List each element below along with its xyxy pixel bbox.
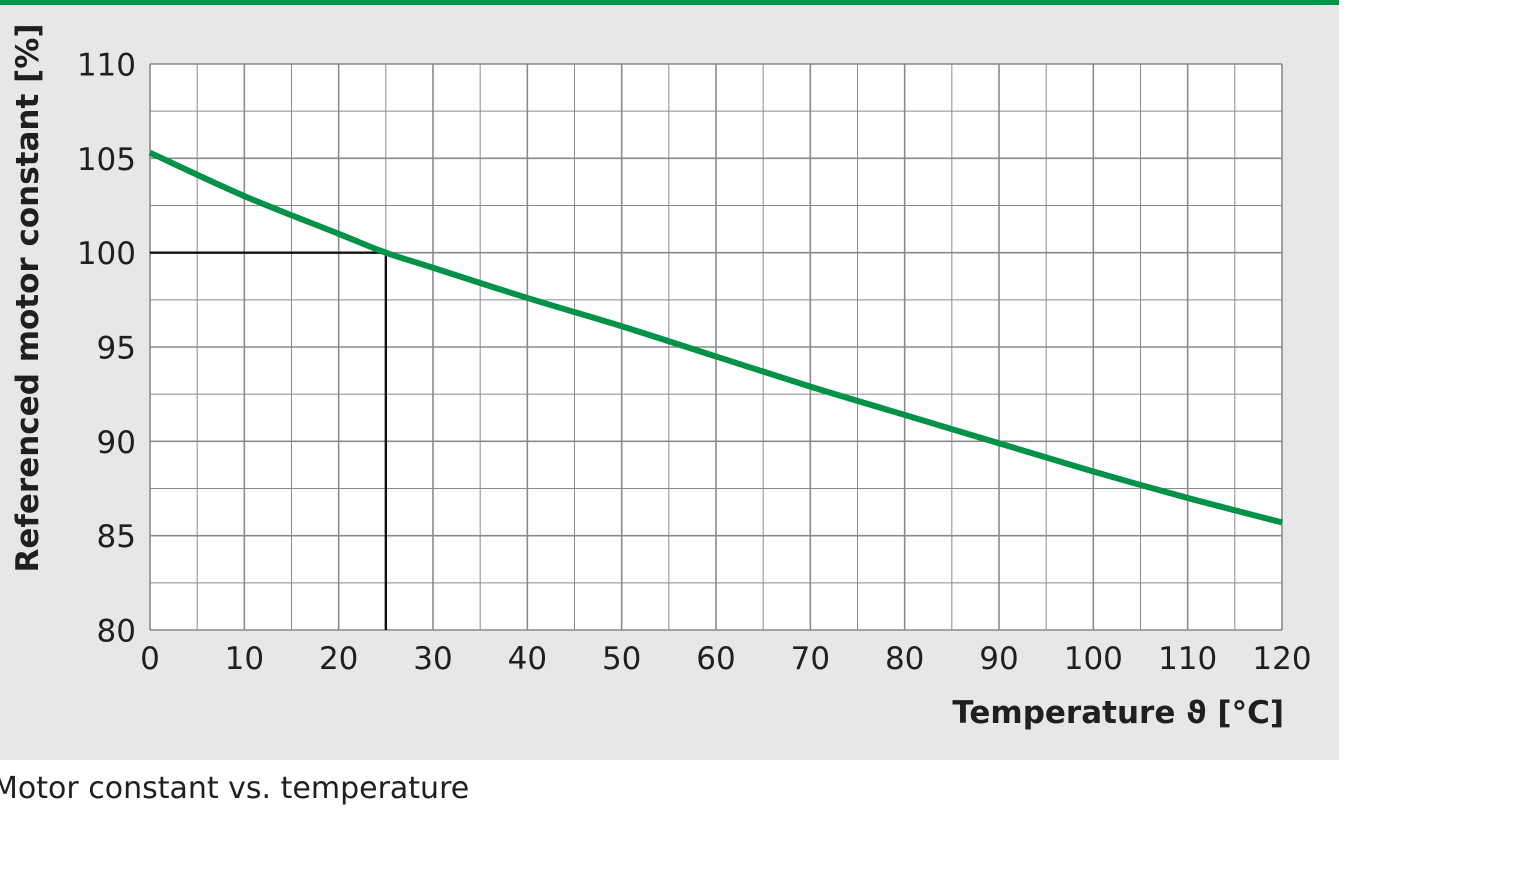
y-tick-label: 85 [97,519,136,555]
x-tick-labels: 0 10 20 30 40 50 60 70 80 90 100 110 120 [140,641,1311,677]
x-tick-label: 70 [791,641,830,677]
x-tick-label: 30 [413,641,452,677]
y-tick-label: 105 [77,142,136,178]
chart: 0 10 20 30 40 50 60 70 80 90 100 110 120 80 85 90 95 100… [10,24,1312,731]
y-tick-label: 110 [77,48,136,84]
grid-major [149,63,1283,631]
top-accent-rule [0,0,1339,5]
x-tick-label: 80 [885,641,924,677]
y-tick-label: 90 [97,425,136,461]
x-axis-label: Temperature ϑ [°C] [952,695,1284,731]
x-tick-label: 10 [225,641,264,677]
series-line [148,149,1283,526]
y-tick-labels: 80 85 90 95 100 105 110 [77,48,136,650]
y-tick-label: 95 [97,331,136,367]
y-axis-label: Referenced motor constant [%] [10,24,46,573]
x-tick-label: 0 [140,641,160,677]
x-tick-label: 110 [1158,641,1217,677]
x-tick-label: 90 [979,641,1018,677]
x-tick-label: 60 [696,641,735,677]
x-tick-label: 100 [1064,641,1123,677]
reference-lines [150,251,388,630]
x-tick-label: 120 [1252,641,1311,677]
figure-caption: Motor constant vs. temperature [0,771,470,806]
x-tick-label: 20 [319,641,358,677]
y-tick-label: 100 [77,236,136,272]
x-tick-label: 50 [602,641,641,677]
x-tick-label: 40 [508,641,547,677]
y-tick-label: 80 [97,614,136,650]
